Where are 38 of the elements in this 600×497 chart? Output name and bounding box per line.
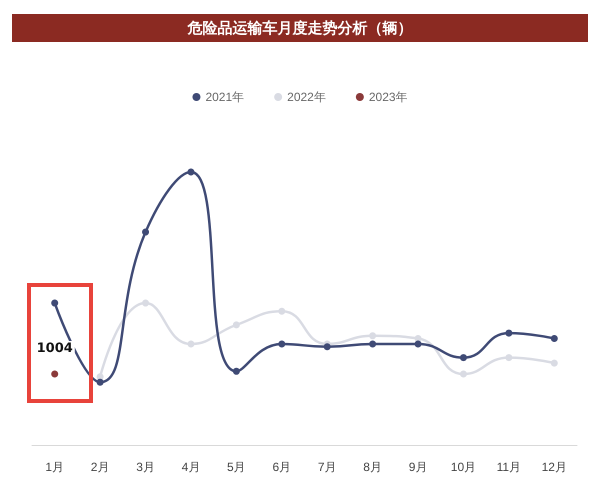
point	[369, 332, 376, 340]
point	[369, 340, 376, 348]
point	[550, 360, 558, 367]
x-tick-label: 11月	[496, 460, 522, 474]
legend-label: 2021年	[205, 90, 244, 104]
point	[460, 370, 467, 378]
point	[51, 300, 58, 307]
x-tick-label: 3月	[136, 460, 155, 474]
legend-label: 2022年	[287, 90, 326, 104]
x-tick-label: 7月	[318, 460, 337, 474]
x-tick-label: 6月	[272, 460, 292, 474]
point	[278, 340, 286, 348]
point	[51, 370, 58, 378]
x-tick-label: 5月	[227, 460, 246, 474]
point	[142, 300, 150, 307]
legend-label: 2023年	[368, 90, 408, 104]
point	[414, 340, 422, 348]
point	[550, 335, 558, 342]
x-tick-label: 2月	[90, 460, 110, 474]
point	[142, 228, 150, 236]
point	[96, 378, 104, 386]
point	[232, 368, 240, 375]
point	[187, 168, 194, 176]
x-tick-label: 8月	[363, 460, 382, 474]
x-tick-label: 10月	[450, 460, 476, 474]
x-tick-label: 9月	[408, 460, 428, 474]
point	[232, 321, 240, 328]
x-tick-label: 1月	[45, 460, 64, 474]
point	[460, 354, 467, 362]
point	[324, 343, 331, 350]
annotation: 1004	[36, 341, 73, 356]
point	[187, 340, 194, 348]
chart-title: 危险品运输车月度走势分析（辆）	[12, 14, 588, 42]
point	[278, 308, 286, 315]
point	[505, 354, 512, 362]
x-tick-label: 4月	[182, 460, 200, 474]
x-tick-label: 12月	[542, 460, 567, 474]
point	[505, 330, 512, 337]
